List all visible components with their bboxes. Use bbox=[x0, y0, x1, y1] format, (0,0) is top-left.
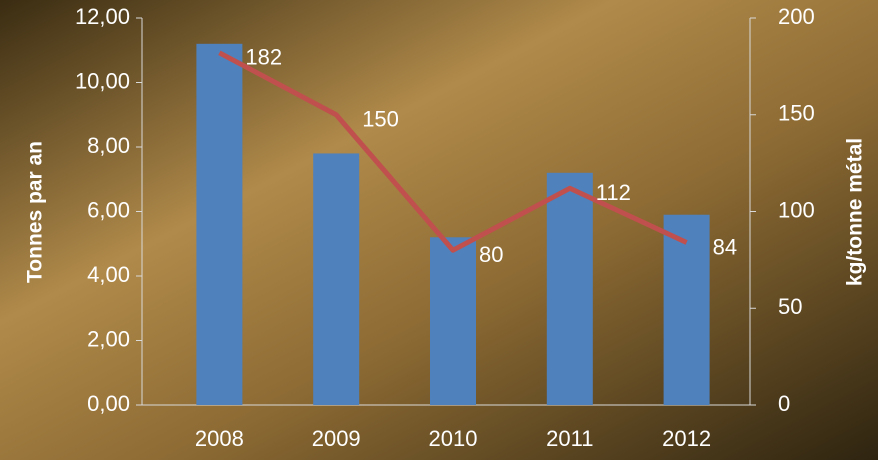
y-axis-title: Tonnes par an bbox=[24, 141, 47, 283]
bar bbox=[196, 43, 243, 406]
bar bbox=[313, 153, 360, 405]
y-tick-label: 4,00 bbox=[87, 262, 130, 287]
x-tick-label: 2009 bbox=[312, 426, 361, 451]
y-tick-label: 6,00 bbox=[87, 197, 130, 222]
x-tick-label: 2011 bbox=[546, 426, 593, 451]
y-tick-label: 2,00 bbox=[87, 326, 130, 351]
y-tick-label: 12,00 bbox=[75, 4, 130, 29]
bar bbox=[663, 214, 710, 405]
data-label: 80 bbox=[479, 242, 503, 267]
y2-tick-label: 100 bbox=[778, 197, 815, 222]
y2-tick-label: 150 bbox=[778, 101, 815, 126]
y-tick-label: 0,00 bbox=[87, 391, 130, 416]
y2-tick-label: 0 bbox=[778, 391, 790, 416]
bar bbox=[430, 237, 476, 405]
bar bbox=[546, 172, 593, 405]
x-tick-label: 2008 bbox=[195, 426, 244, 451]
y2-tick-label: 200 bbox=[778, 4, 815, 29]
y-tick-label: 10,00 bbox=[75, 68, 130, 93]
data-label: 150 bbox=[362, 107, 399, 132]
y2-tick-label: 50 bbox=[778, 294, 802, 319]
line bbox=[218, 50, 688, 253]
y2-axis-title: kg/tonne métal bbox=[844, 138, 867, 286]
x-tick-label: 2012 bbox=[662, 426, 711, 451]
x-tick-label: 2010 bbox=[429, 426, 478, 451]
data-label: 84 bbox=[713, 234, 737, 259]
data-label: 182 bbox=[245, 45, 282, 70]
data-label: 112 bbox=[596, 180, 631, 205]
y-tick-label: 8,00 bbox=[87, 133, 130, 158]
